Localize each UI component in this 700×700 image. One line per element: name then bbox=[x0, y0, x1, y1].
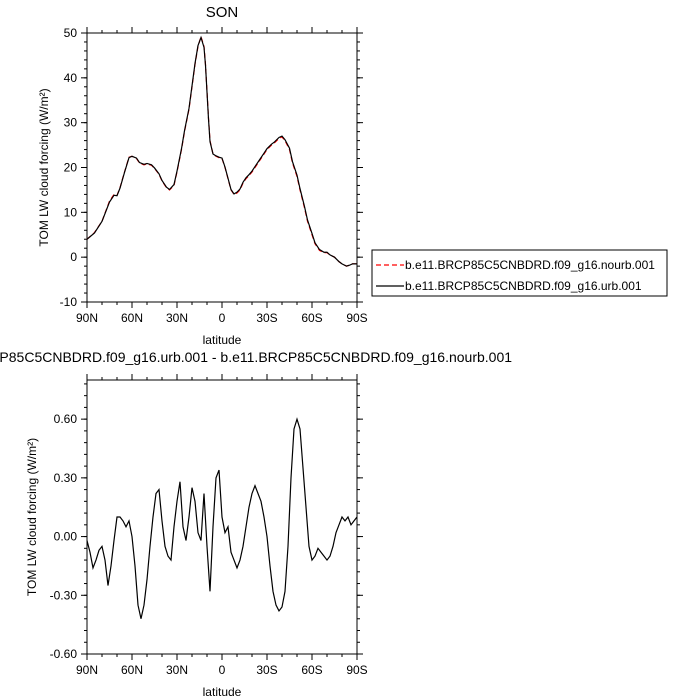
y-tick-label: 0.30 bbox=[54, 471, 78, 485]
x-tick-label: 0 bbox=[219, 663, 226, 677]
y-tick-label: 20 bbox=[64, 161, 78, 175]
x-tick-label: 90S bbox=[346, 663, 367, 677]
x-tick-label: 60N bbox=[121, 311, 143, 325]
y-tick-label: 10 bbox=[64, 205, 78, 219]
x-tick-label: 60N bbox=[121, 663, 143, 677]
x-tick-label: 30S bbox=[256, 663, 277, 677]
x-tick-label: 90N bbox=[76, 311, 98, 325]
x-tick-label: 30N bbox=[166, 311, 188, 325]
y-tick-label: 0.00 bbox=[54, 530, 78, 544]
y-axis-label: TOM LW cloud forcing (W/m²) bbox=[25, 438, 39, 596]
x-tick-label: 60S bbox=[301, 311, 322, 325]
series-line-0 bbox=[86, 417, 358, 619]
x-tick-label: 60S bbox=[301, 663, 322, 677]
y-tick-label: 30 bbox=[64, 116, 78, 130]
x-tick-label: 0 bbox=[219, 311, 226, 325]
y-tick-label: -0.60 bbox=[50, 647, 78, 661]
bottom-chart-title: b.e11.BRCP85C5CNBDRD.f09_g16.urb.001 - b… bbox=[0, 349, 512, 365]
y-tick-label: -10 bbox=[60, 295, 78, 309]
x-tick-label: 30N bbox=[166, 663, 188, 677]
x-axis-label: latitude bbox=[203, 685, 242, 699]
y-tick-label: 50 bbox=[64, 26, 78, 40]
series-line-1 bbox=[86, 35, 357, 267]
legend-label-1: b.e11.BRCP85C5CNBDRD.f09_g16.urb.001 bbox=[405, 279, 642, 293]
y-tick-label: 40 bbox=[64, 71, 78, 85]
plot-frame bbox=[86, 32, 358, 303]
top-chart: 90N 60N 30N 0 30S 60S 90S -10 0 10 20 30 40 50 latitud… bbox=[37, 26, 368, 347]
series-line-0 bbox=[86, 34, 357, 267]
y-tick-label: 0 bbox=[70, 250, 77, 264]
legend-box bbox=[371, 249, 668, 297]
x-tick-label: 90N bbox=[76, 663, 98, 677]
legend-label-0: b.e11.BRCP85C5CNBDRD.f09_g16.nourb.001 bbox=[405, 258, 655, 272]
x-tick-label: 90S bbox=[346, 311, 367, 325]
top-chart-title: SON bbox=[206, 4, 239, 21]
y-tick-label: -0.30 bbox=[50, 588, 78, 602]
x-axis-label: latitude bbox=[203, 333, 242, 347]
y-tick-label: 0.60 bbox=[54, 412, 78, 426]
bottom-chart: 90N 60N 30N 0 30S 60S 90S -0.60 -0.30 0.00 0.30 0.6… bbox=[25, 374, 368, 699]
legend: b.e11.BRCP85C5CNBDRD.f09_g16.nourb.001 b.… bbox=[371, 249, 668, 297]
y-axis-label: TOM LW cloud forcing (W/m²) bbox=[37, 88, 51, 246]
x-tick-label: 30S bbox=[256, 311, 277, 325]
